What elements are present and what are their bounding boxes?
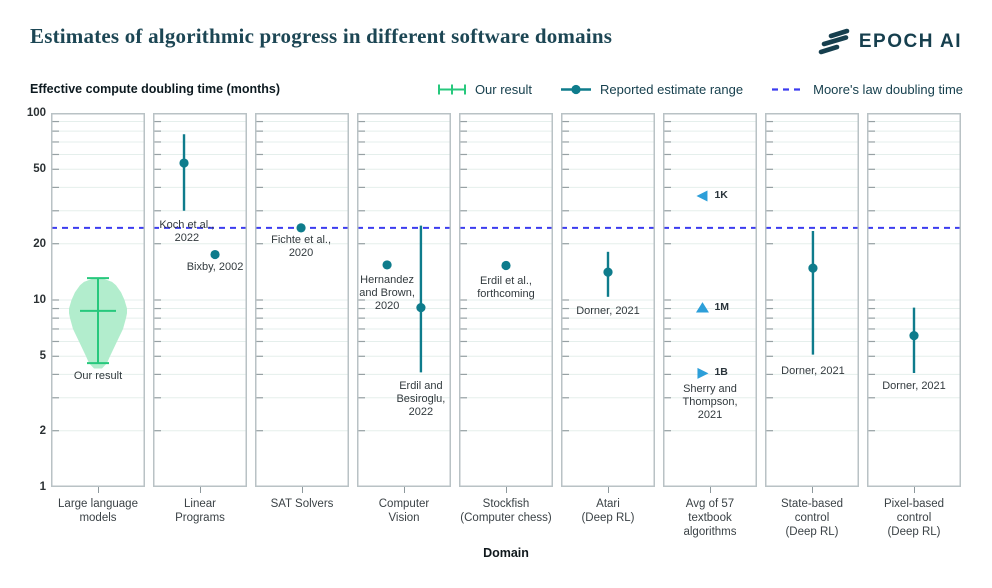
legend-item-our-result: Our result <box>437 82 532 97</box>
moores-law-dash-icon <box>772 88 806 91</box>
estimate-point <box>603 267 613 277</box>
domain-panel: Dorner, 2021 <box>561 113 655 487</box>
estimate-point <box>909 331 919 341</box>
domain-panel: Fichte et al., 2020 <box>255 113 349 487</box>
legend-item-moores-law: Moore's law doubling time <box>771 82 963 97</box>
domain-label-4: Stockfish (Computer chess) <box>460 498 552 524</box>
legend-label: Reported estimate range <box>600 82 744 97</box>
estimate-point <box>179 158 189 168</box>
panel-plot <box>561 113 655 487</box>
figure-title: Estimates of algorithmic progress in dif… <box>30 24 613 48</box>
domain-panel: Dorner, 2021 <box>867 113 961 487</box>
domain-label-2: SAT Solvers <box>270 498 334 510</box>
domain-panel: Our result <box>51 113 145 487</box>
x-tick <box>811 487 813 493</box>
estimate-point <box>296 223 306 233</box>
panel-border <box>51 113 145 487</box>
y-axis-title: Effective compute doubling time (months) <box>30 82 281 96</box>
panel-plot <box>459 113 553 487</box>
estimate-point <box>501 260 511 271</box>
x-tick <box>301 487 303 493</box>
x-tick <box>97 487 99 493</box>
y-axis: 100 50 20 10 5 2 1 <box>0 107 46 493</box>
domain-label-3: Computer Vision <box>378 498 430 524</box>
panel-border <box>255 113 349 487</box>
domain-panel: 1K 1M 1B Sherry and Thompson, 2021 <box>663 113 757 487</box>
legend: Our result Reported estimate range Moore… <box>437 82 963 97</box>
y-tick-label: 50 <box>33 163 46 176</box>
panel-plot <box>663 113 757 487</box>
x-axis-labels: Large language models Linear Programs SAT … <box>51 497 961 543</box>
domain-label-0: Large language models <box>58 498 138 524</box>
y-tick-label: 20 <box>33 237 46 250</box>
panel-plot <box>51 113 145 487</box>
x-tick <box>199 487 201 493</box>
x-tick <box>709 487 711 493</box>
legend-label: Moore's law doubling time <box>813 82 963 97</box>
panel-plot <box>357 113 451 487</box>
x-tick <box>505 487 507 493</box>
panel-border <box>663 113 757 487</box>
domain-panel: Erdil et al., forthcoming <box>459 113 553 487</box>
estimate-range-icon <box>561 84 592 95</box>
panel-border <box>153 113 247 487</box>
tri-left-marker <box>696 190 708 202</box>
tri-up-marker <box>695 302 709 313</box>
panels-row: Our result Koch et al., 2022 Bixby, 2002 Fi… <box>51 113 961 487</box>
panel-border <box>357 113 451 487</box>
domain-label-8: Pixel-based control (Deep RL) <box>883 498 945 538</box>
x-axis-title: Domain <box>483 546 529 560</box>
panel-plot <box>153 113 247 487</box>
legend-item-estimate-range: Reported estimate range <box>560 82 743 97</box>
y-tick-label: 10 <box>33 294 46 306</box>
our-result-errorbar-icon <box>437 84 466 95</box>
domain-label-5: Atari (Deep RL) <box>581 498 635 524</box>
panel-border <box>867 113 961 487</box>
epoch-ai-logo: EPOCH AI <box>818 27 962 57</box>
panel-border <box>459 113 553 487</box>
panel-plot <box>765 113 859 487</box>
domain-panel: Dorner, 2021 <box>765 113 859 487</box>
panel-border <box>765 113 859 487</box>
y-tick-label: 100 <box>26 107 46 119</box>
domain-panel: Koch et al., 2022 Bixby, 2002 <box>153 113 247 487</box>
legend-label: Our result <box>474 82 533 97</box>
domain-label-6: Avg of 57 textbook algorithms <box>683 498 737 538</box>
domain-label-1: Linear Programs <box>175 498 225 524</box>
panel-border <box>561 113 655 487</box>
y-tick-label: 2 <box>39 424 46 437</box>
chart-area: 100 50 20 10 5 2 1 Our result Koch et al., 2022… <box>0 107 992 588</box>
y-tick-label: 5 <box>39 350 46 363</box>
x-tick <box>403 487 405 493</box>
estimate-point <box>808 263 818 273</box>
domain-panel: Hernandez and Brown, 2020 Erdil and Besir… <box>357 113 451 487</box>
epoch-ai-logo-text: EPOCH AI <box>858 31 962 52</box>
y-tick-label: 1 <box>39 481 46 493</box>
estimate-point <box>416 303 426 313</box>
panel-plot <box>255 113 349 487</box>
estimate-point <box>210 249 220 260</box>
estimate-point <box>382 260 392 270</box>
epoch-ai-logo-icon <box>818 28 850 55</box>
domain-label-7: State-based control (Deep RL) <box>780 498 843 538</box>
x-tick <box>913 487 915 493</box>
x-tick <box>607 487 609 493</box>
tri-right-marker <box>697 367 709 379</box>
panel-plot <box>867 113 961 487</box>
